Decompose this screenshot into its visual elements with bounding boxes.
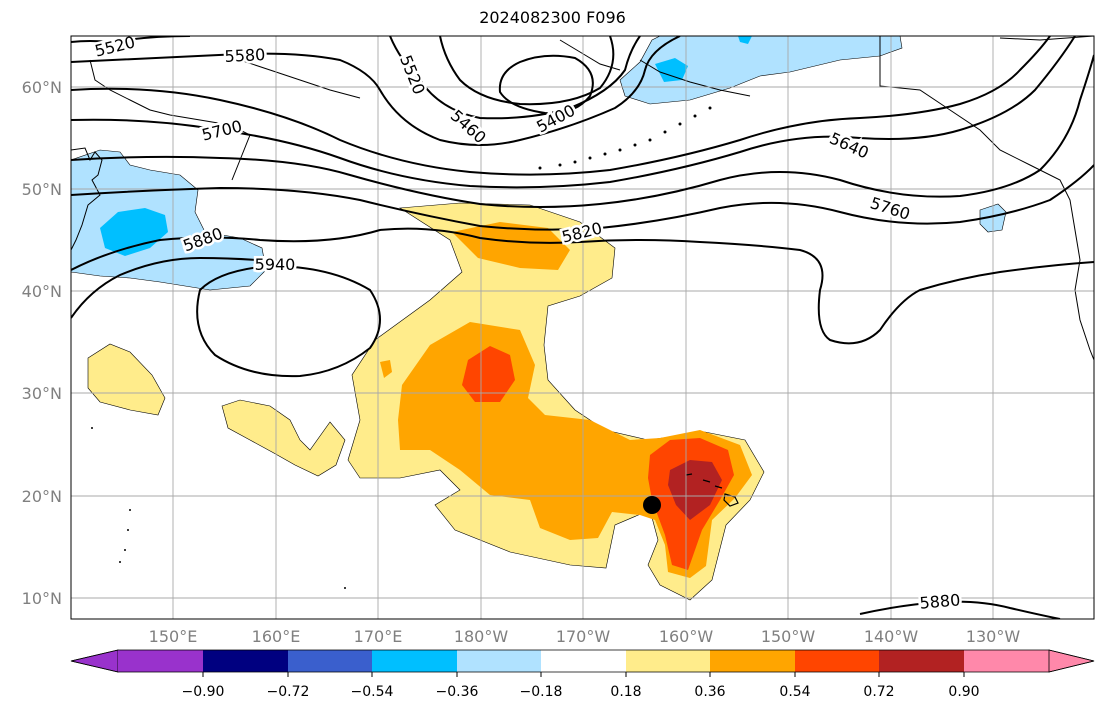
lat-tick-label: 50°N — [22, 180, 62, 199]
contour-label: 5880 — [919, 590, 961, 612]
contour-5820 — [71, 164, 1094, 231]
colorbar-ticks — [202, 672, 965, 677]
positive-anomaly-darkred — [668, 460, 722, 520]
contour-5760 — [71, 54, 1094, 208]
colorbar-tick-label: −0.90 — [182, 684, 225, 700]
negative-anomaly-west — [71, 149, 267, 291]
lon-tick-label: 170°W — [556, 627, 611, 646]
lon-tick-label: 180°W — [454, 627, 509, 646]
colorbar-swatch — [541, 650, 626, 672]
colorbar-swatch — [626, 650, 710, 672]
lat-tick-label: 20°N — [22, 487, 62, 506]
lon-tick-label: 150°W — [761, 627, 816, 646]
colorbar-tick-label: 0.18 — [610, 684, 641, 700]
colorbar-outline — [70, 649, 1095, 673]
lat-tick-label: 30°N — [22, 384, 62, 403]
contour-5640 — [71, 36, 1076, 189]
colorbar-swatch — [457, 650, 541, 672]
contour-label: 5640 — [827, 129, 872, 163]
colorbar-swatch — [795, 650, 879, 672]
contour-label: 5940 — [255, 255, 296, 274]
contour-label: 5520 — [93, 32, 137, 60]
colorbar-extend-left — [70, 649, 119, 673]
lon-tick-label: 160°E — [252, 627, 301, 646]
positive-anomaly-orange — [452, 222, 570, 270]
contour-5700 — [71, 36, 1051, 176]
lat-tick-label: 40°N — [22, 282, 62, 301]
gridlines — [71, 36, 1094, 619]
colorbar-swatch — [288, 650, 372, 672]
colorbar-swatch — [710, 650, 795, 672]
negative-anomaly-north-core — [655, 58, 688, 82]
contour-5520 — [389, 36, 641, 120]
map-title: 2024082300 F096 — [479, 8, 626, 27]
contour-5400 — [498, 54, 594, 115]
colorbar-swatch — [203, 650, 288, 672]
contour-5460 — [439, 36, 615, 106]
colorbar-extend-right — [1048, 649, 1095, 673]
lon-tick-label: 150°E — [149, 627, 198, 646]
colorbar-tick-label: −0.18 — [520, 684, 563, 700]
contour-label: 5580 — [224, 45, 266, 66]
lat-tick-label: 60°N — [22, 78, 62, 97]
colorbar-tick-label: 0.54 — [779, 684, 810, 700]
contour-5940-closed — [196, 264, 381, 378]
lon-tick-label: 170°E — [354, 627, 403, 646]
storm-position-marker — [643, 496, 661, 514]
colorbar-swatch — [879, 650, 964, 672]
colorbar-tick-label: 0.90 — [948, 684, 979, 700]
lat-tick-label: 10°N — [22, 589, 62, 608]
positive-anomaly-west-blob — [87, 343, 166, 416]
colorbar-swatch — [118, 650, 203, 672]
colorbar-tick-label: 0.72 — [863, 684, 894, 700]
colorbar-tick-label: 0.36 — [694, 684, 725, 700]
contour-5580 — [71, 36, 681, 146]
lon-tick-label: 140°W — [864, 627, 919, 646]
anomaly-fill — [71, 36, 1007, 601]
contour-label: 5520 — [396, 52, 429, 97]
hawaii-islands — [685, 473, 739, 507]
colorbar-tick-label: −0.36 — [436, 684, 479, 700]
colorbar-swatch — [964, 650, 1049, 672]
negative-anomaly-west-core — [100, 208, 168, 256]
aleutians — [91, 106, 712, 589]
lat-tick-labels: 60°N 50°N 40°N 30°N 20°N 10°N — [22, 78, 62, 608]
positive-anomaly-mid-blob — [221, 399, 346, 477]
coastlines — [71, 36, 1094, 361]
positive-anomaly-red — [462, 346, 515, 402]
lon-tick-label: 130°W — [966, 627, 1021, 646]
colorbar-tick-label: −0.54 — [351, 684, 394, 700]
map-panel: 5520 5580 5520 5460 5400 5700 5640 5760 … — [71, 32, 1094, 619]
contour-label: 5460 — [447, 106, 490, 147]
lon-tick-labels: 150°E 160°E 170°E 180°W 170°W 160°W 150°… — [149, 627, 1021, 646]
contour-5880 — [71, 227, 1094, 345]
map-frame — [70, 35, 1095, 620]
height-contours — [71, 36, 1094, 619]
colorbar: −0.90 −0.72 −0.54 −0.36 −0.18 0.18 0.36 … — [70, 649, 1095, 700]
contour-5940 — [71, 256, 281, 319]
contour-5880-south — [859, 600, 1061, 619]
lon-tick-label: 160°W — [659, 627, 714, 646]
colorbar-tick-label: −0.72 — [267, 684, 310, 700]
colorbar-swatch — [372, 650, 457, 672]
